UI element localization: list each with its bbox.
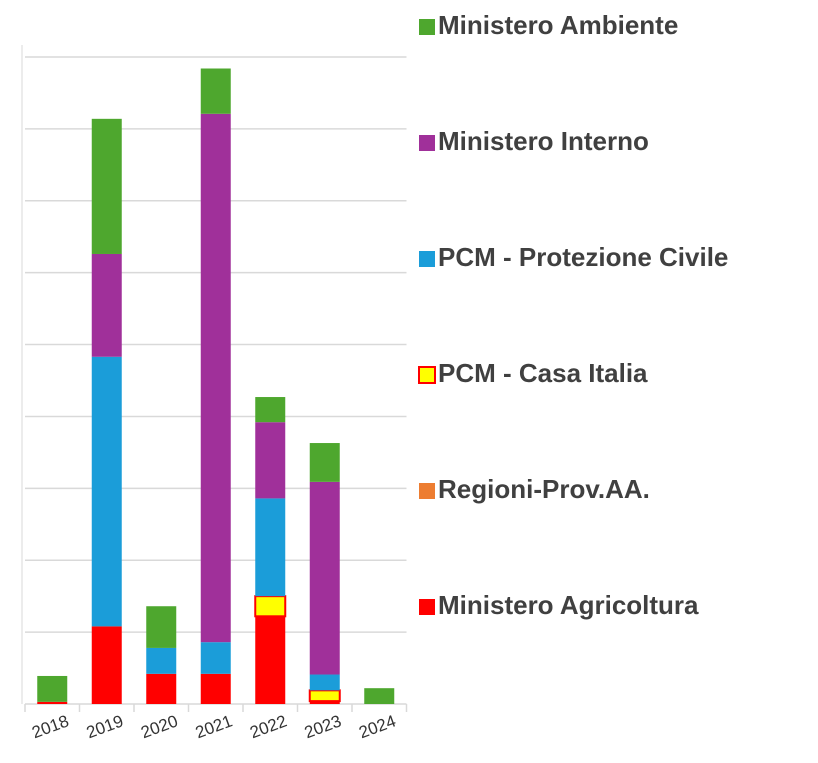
x-tick-label: 2023: [302, 711, 344, 742]
bar-segment: [309, 701, 340, 704]
legend-label: Ministero Interno: [438, 126, 649, 156]
legend-label: Regioni-Prov.AA.: [438, 474, 650, 504]
bar-segment: [91, 626, 122, 704]
x-tick-label: 2021: [193, 711, 235, 742]
legend-label: Ministero Agricoltura: [438, 590, 699, 620]
x-tick-label: 2018: [29, 711, 71, 742]
x-tick-label: 2022: [247, 711, 289, 742]
bar-segment: [255, 498, 286, 597]
bar-segment: [200, 673, 231, 704]
legend-label: Ministero Ambiente: [438, 10, 678, 40]
bar-segment: [364, 688, 395, 704]
bar-segment: [309, 443, 340, 482]
bar-segment: [91, 118, 122, 254]
bar-segment: [254, 595, 287, 618]
legend-swatch: [419, 135, 435, 151]
legend-swatch: [419, 251, 435, 267]
bar-segment: [146, 647, 177, 674]
x-tick-label: 2020: [138, 711, 180, 742]
bar-segment: [91, 253, 122, 357]
bar-segment: [37, 675, 68, 702]
legend-swatch: [419, 19, 435, 35]
bar-segment: [200, 642, 231, 674]
bar-segment: [200, 68, 231, 114]
legend-swatch: [419, 599, 435, 615]
bar-segment: [255, 422, 286, 499]
bar-segment: [37, 701, 68, 704]
bar-segment: [309, 674, 340, 691]
bar-segment: [146, 673, 177, 704]
legend-swatch: [419, 483, 435, 499]
legend-label: PCM - Casa Italia: [438, 358, 648, 388]
x-tick-label: 2024: [356, 711, 398, 742]
bar-segment: [255, 616, 286, 704]
bar-segment: [146, 606, 177, 648]
bar-segment: [91, 356, 122, 627]
bar-segment: [255, 397, 286, 423]
legend-swatch: [418, 366, 436, 384]
legend-label: PCM - Protezione Civile: [438, 242, 728, 272]
bar-segment: [200, 113, 231, 643]
x-tick-label: 2019: [84, 711, 126, 742]
bar-segment: [309, 481, 340, 675]
bar-segment: [308, 689, 341, 703]
